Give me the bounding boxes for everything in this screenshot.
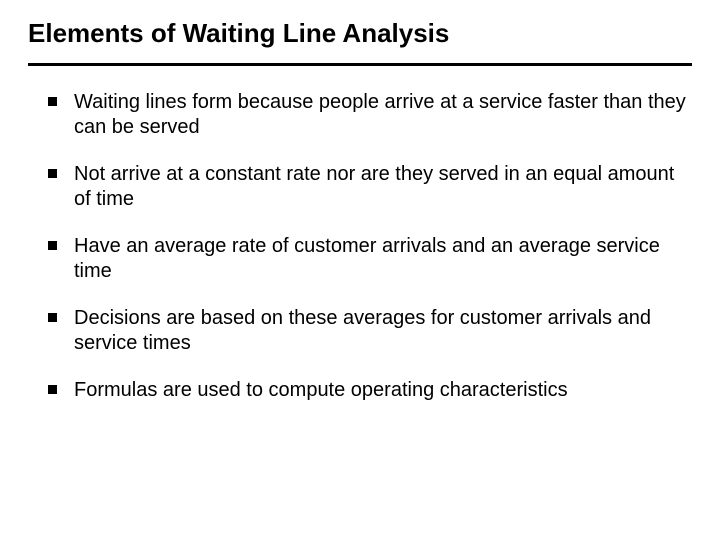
list-item: Waiting lines form because people arrive… [48, 90, 692, 140]
slide: Elements of Waiting Line Analysis Waitin… [0, 0, 720, 540]
bullet-text: Waiting lines form because people arrive… [74, 91, 686, 138]
square-bullet-icon [48, 97, 57, 106]
square-bullet-icon [48, 241, 57, 250]
bullet-text: Not arrive at a constant rate nor are th… [74, 163, 674, 210]
list-item: Not arrive at a constant rate nor are th… [48, 162, 692, 212]
title-underline [28, 63, 692, 66]
bullet-list: Waiting lines form because people arrive… [28, 90, 692, 403]
slide-title: Elements of Waiting Line Analysis [28, 18, 692, 49]
bullet-text: Formulas are used to compute operating c… [74, 379, 568, 401]
list-item: Have an average rate of customer arrival… [48, 234, 692, 284]
bullet-text: Decisions are based on these averages fo… [74, 307, 651, 354]
list-item: Decisions are based on these averages fo… [48, 306, 692, 356]
bullet-text: Have an average rate of customer arrival… [74, 235, 660, 282]
list-item: Formulas are used to compute operating c… [48, 378, 692, 403]
square-bullet-icon [48, 385, 57, 394]
square-bullet-icon [48, 313, 57, 322]
square-bullet-icon [48, 169, 57, 178]
